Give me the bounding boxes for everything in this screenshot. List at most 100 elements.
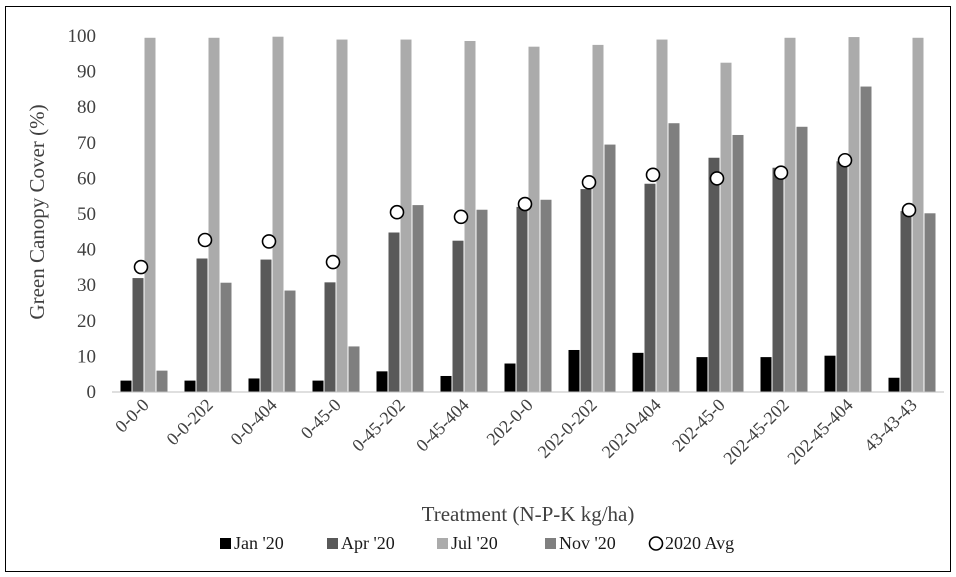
bar-jul-20-0-45-202 bbox=[400, 39, 412, 393]
avg-marker-0-45-0 bbox=[325, 254, 341, 270]
legend-swatch-jul-20 bbox=[437, 538, 448, 549]
bar-jan-20-0-0-202 bbox=[184, 380, 196, 392]
bar-nov-20-202-0-404 bbox=[668, 123, 680, 392]
bar-apr-20-0-45-0 bbox=[324, 282, 336, 392]
bar-nov-20-202-0-202 bbox=[604, 144, 616, 392]
legend-label-nov-20: Nov '20 bbox=[559, 533, 616, 553]
legend-label-jul-20: Jul '20 bbox=[451, 533, 498, 553]
bar-jul-20-202-45-404 bbox=[848, 37, 860, 392]
avg-marker-0-45-404 bbox=[453, 209, 469, 225]
avg-marker-202-0-0 bbox=[517, 196, 533, 212]
bar-nov-20-43-43-43 bbox=[924, 213, 936, 392]
bar-jan-20-202-45-404 bbox=[824, 355, 836, 392]
x-tick-0-45-0: 0-45-0 bbox=[297, 395, 345, 443]
x-tick-202-45-404: 202-45-404 bbox=[783, 395, 857, 469]
bar-jan-20-43-43-43 bbox=[888, 377, 900, 392]
legend-label-apr-20: Apr '20 bbox=[341, 533, 395, 553]
avg-marker-0-0-202 bbox=[197, 232, 213, 248]
bar-nov-20-202-45-404 bbox=[860, 86, 872, 393]
bar-jul-20-202-0-202 bbox=[592, 44, 604, 393]
x-tick-0-0-404: 0-0-404 bbox=[226, 395, 280, 449]
bar-nov-20-202-45-202 bbox=[796, 126, 808, 392]
bar-jan-20-0-45-0 bbox=[312, 380, 324, 392]
bar-apr-20-202-0-0 bbox=[516, 206, 528, 392]
bar-jan-20-202-45-0 bbox=[696, 357, 708, 392]
bar-jul-20-202-0-0 bbox=[528, 46, 540, 393]
y-tick-70: 70 bbox=[77, 133, 96, 154]
bar-jul-20-0-45-404 bbox=[464, 40, 476, 392]
avg-marker-0-0-0 bbox=[133, 259, 149, 275]
bar-apr-20-0-0-0 bbox=[132, 278, 144, 392]
legend-swatch-2020-avg bbox=[648, 536, 664, 551]
y-tick-labels: 0 10 20 30 40 50 60 70 80 90 100 bbox=[68, 26, 97, 403]
avg-marker-202-0-404 bbox=[645, 167, 661, 183]
bar-jul-20-0-0-0 bbox=[144, 37, 156, 392]
legend-swatch-apr-20 bbox=[327, 538, 338, 549]
legend-label-2020-avg: 2020 Avg bbox=[665, 533, 734, 553]
chart-frame bbox=[5, 6, 951, 572]
bar-jul-20-43-43-43 bbox=[912, 37, 924, 392]
y-tick-80: 80 bbox=[77, 97, 96, 118]
bar-nov-20-0-0-202 bbox=[220, 282, 232, 392]
x-tick-202-45-0: 202-45-0 bbox=[668, 395, 729, 456]
bar-nov-20-0-45-0 bbox=[348, 346, 360, 392]
bar-jul-20-202-45-202 bbox=[784, 37, 796, 392]
bar-nov-20-202-45-0 bbox=[732, 134, 744, 392]
bar-jul-20-0-45-0 bbox=[336, 39, 348, 393]
bar-apr-20-202-0-404 bbox=[644, 183, 656, 392]
bar-jan-20-0-45-404 bbox=[440, 375, 452, 392]
bar-jul-20-202-0-404 bbox=[656, 39, 668, 393]
bar-jul-20-0-0-404 bbox=[272, 36, 284, 393]
x-tick-0-0-202: 0-0-202 bbox=[162, 395, 216, 449]
bar-jul-20-0-0-202 bbox=[208, 37, 220, 392]
bar-apr-20-0-0-404 bbox=[260, 259, 272, 392]
bar-jan-20-202-0-404 bbox=[632, 352, 644, 392]
bar-jan-20-0-0-404 bbox=[248, 378, 260, 392]
avg-marker-202-45-404 bbox=[837, 152, 853, 168]
legend: Jan '20 Apr '20 Jul '20 Nov '20 2020 Avg bbox=[220, 533, 734, 553]
bar-nov-20-0-45-404 bbox=[476, 209, 488, 392]
x-tick-43-43-43: 43-43-43 bbox=[860, 395, 921, 456]
x-tick-202-0-202: 202-0-202 bbox=[534, 395, 601, 462]
x-tick-202-0-404: 202-0-404 bbox=[598, 395, 665, 462]
x-tick-0-45-404: 0-45-404 bbox=[412, 395, 473, 456]
bar-jan-20-0-45-202 bbox=[376, 371, 388, 392]
bars-layer bbox=[120, 36, 936, 393]
y-tick-10: 10 bbox=[77, 346, 96, 367]
y-tick-40: 40 bbox=[77, 240, 96, 261]
bar-apr-20-43-43-43 bbox=[900, 211, 912, 392]
x-tick-202-45-202: 202-45-202 bbox=[719, 395, 793, 469]
avg-marker-0-45-202 bbox=[389, 204, 405, 220]
x-tick-0-45-202: 0-45-202 bbox=[348, 395, 409, 456]
bar-jan-20-202-45-202 bbox=[760, 357, 772, 392]
avg-marker-202-45-202 bbox=[773, 165, 789, 180]
bar-apr-20-202-45-404 bbox=[836, 161, 848, 392]
bar-apr-20-202-45-202 bbox=[772, 167, 784, 392]
x-tick-202-0-0: 202-0-0 bbox=[482, 395, 536, 449]
bar-apr-20-202-45-0 bbox=[708, 157, 720, 392]
y-tick-20: 20 bbox=[77, 311, 96, 332]
y-tick-100: 100 bbox=[68, 26, 97, 47]
y-tick-90: 90 bbox=[77, 62, 96, 83]
x-axis-title: Treatment (N-P-K kg/ha) bbox=[422, 502, 635, 526]
bar-nov-20-0-45-202 bbox=[412, 205, 424, 392]
bar-apr-20-0-45-404 bbox=[452, 240, 464, 392]
bar-jan-20-202-0-202 bbox=[568, 349, 580, 392]
avg-marker-202-45-0 bbox=[709, 171, 725, 186]
bar-apr-20-0-45-202 bbox=[388, 232, 400, 392]
bar-apr-20-0-0-202 bbox=[196, 258, 208, 392]
bar-jan-20-202-0-0 bbox=[504, 363, 516, 392]
y-tick-60: 60 bbox=[77, 168, 96, 189]
legend-swatch-nov-20 bbox=[545, 538, 556, 549]
x-tick-0-0-0: 0-0-0 bbox=[111, 395, 153, 437]
bar-jan-20-0-0-0 bbox=[120, 380, 132, 392]
markers-layer bbox=[133, 152, 917, 275]
avg-marker-0-0-404 bbox=[261, 234, 277, 249]
legend-swatch-jan-20 bbox=[220, 538, 231, 549]
y-axis-title: Green Canopy Cover (%) bbox=[25, 104, 49, 319]
bar-nov-20-0-0-0 bbox=[156, 370, 168, 392]
bar-jul-20-202-45-0 bbox=[720, 62, 732, 392]
avg-marker-43-43-43 bbox=[901, 202, 917, 218]
y-tick-50: 50 bbox=[77, 204, 96, 225]
